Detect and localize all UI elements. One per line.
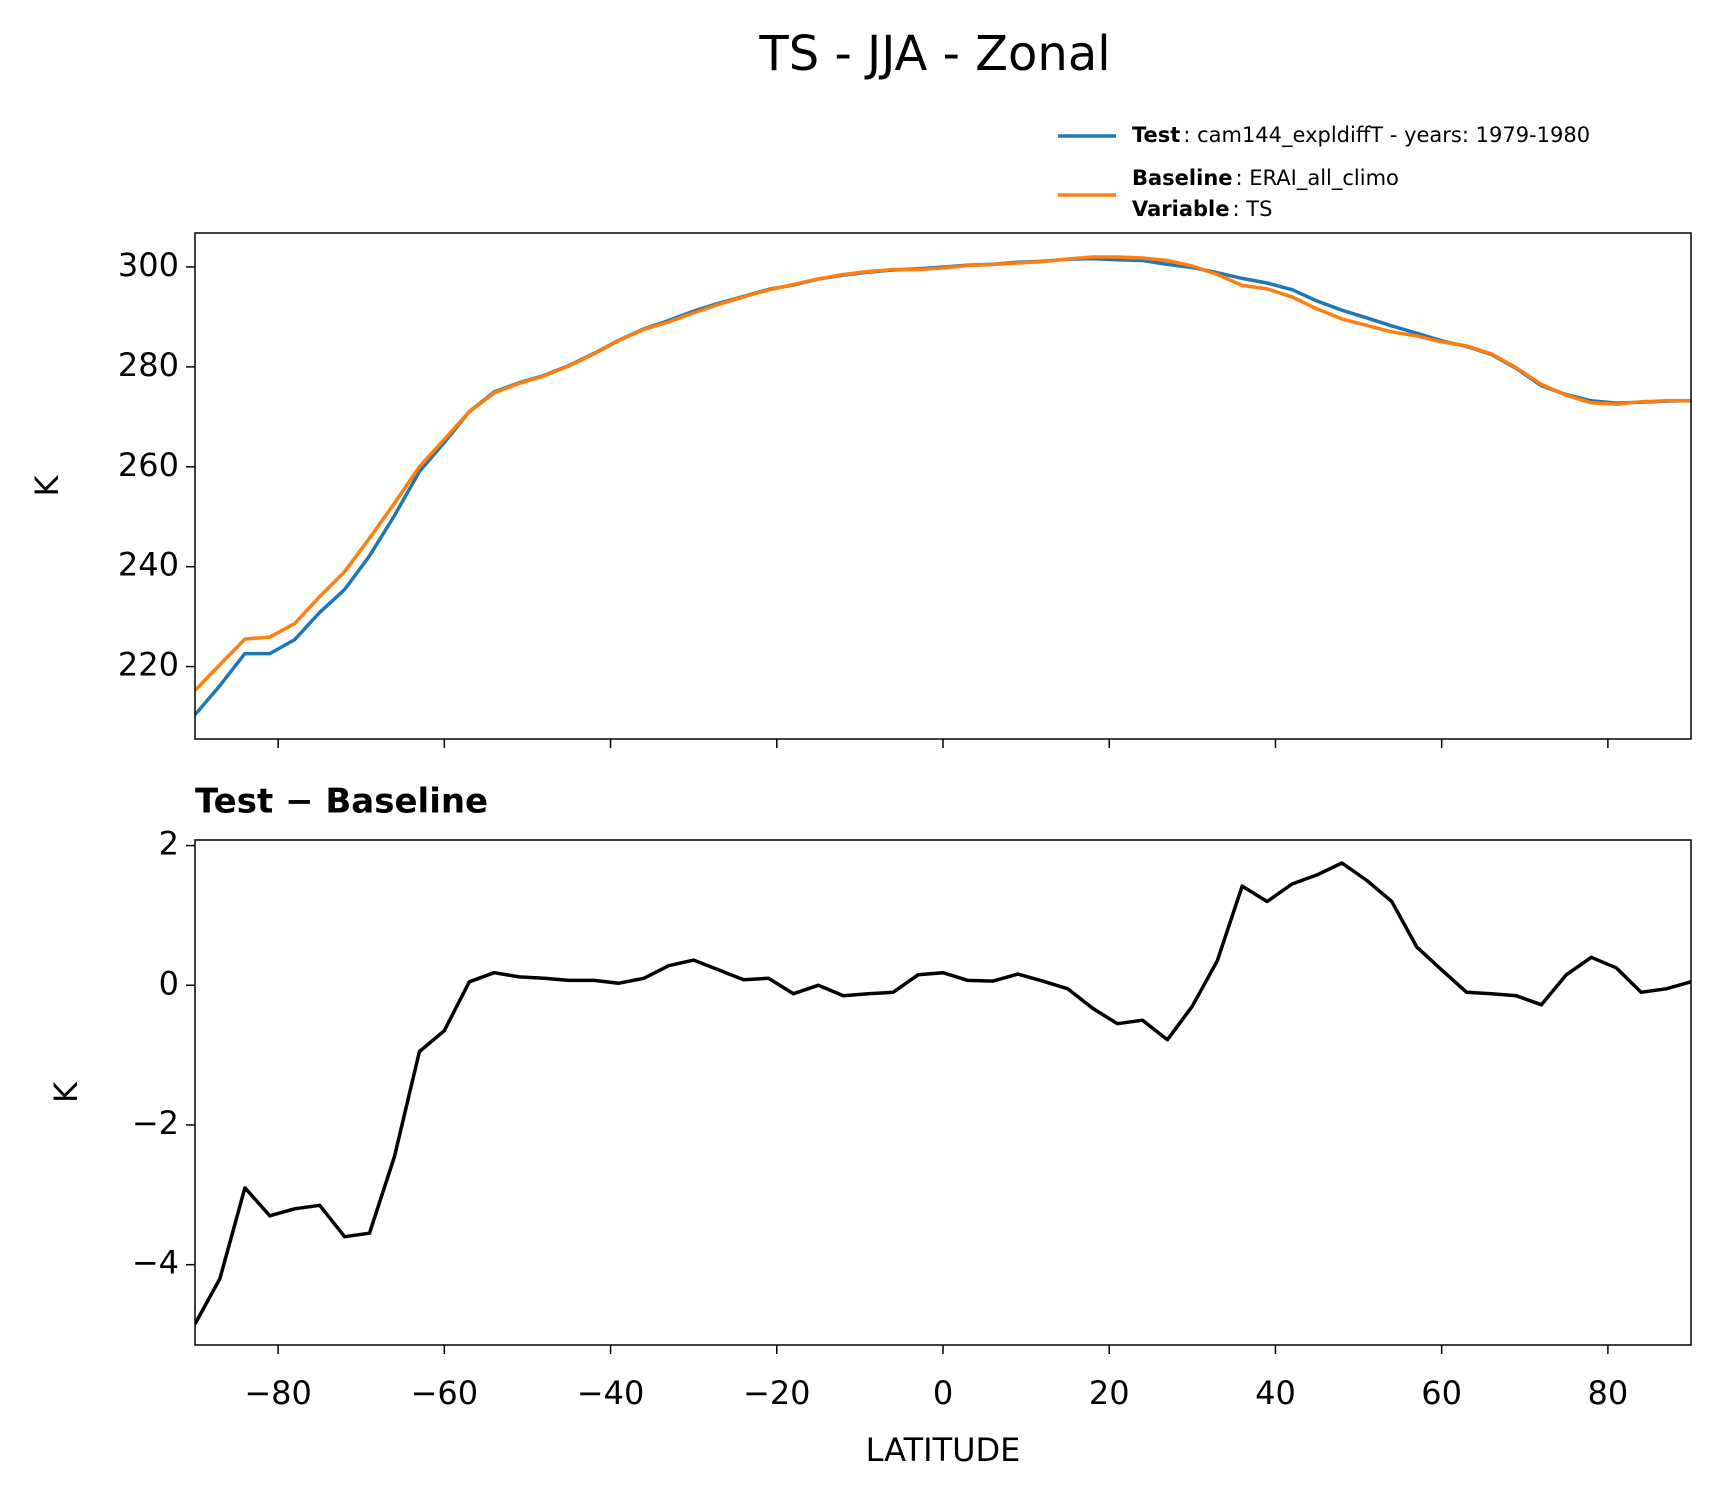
x-tick-label: −60	[411, 1374, 479, 1412]
legend-name: Test	[1132, 123, 1180, 147]
legend-name: Baseline	[1132, 166, 1233, 190]
y-tick-label: 300	[118, 246, 179, 284]
y-tick-label: 240	[118, 546, 179, 584]
subplot-title: Test − Baseline	[195, 782, 488, 822]
legend-text: : cam144_expldiffT - years: 1979-1980	[1183, 123, 1590, 148]
series-line	[195, 256, 1691, 716]
y-tick-label: 0	[159, 964, 179, 1002]
plot-frame	[194, 839, 1692, 1346]
x-tick-label: 0	[933, 1374, 953, 1412]
y-tick-label: −2	[132, 1104, 179, 1142]
x-tick-label: 60	[1421, 1374, 1462, 1412]
legend-text: : ERAI_all_climo	[1236, 166, 1399, 191]
series-line	[195, 861, 1691, 1325]
x-axis-label: LATITUDE	[866, 1431, 1021, 1469]
series-line	[195, 255, 1691, 692]
x-tick-label: 40	[1255, 1374, 1296, 1412]
x-tick-label: −20	[743, 1374, 811, 1412]
legend-text: : TS	[1232, 197, 1272, 221]
y-axis-label: K	[47, 1081, 85, 1103]
x-tick-label: 80	[1588, 1374, 1629, 1412]
legend-name: Variable	[1132, 197, 1229, 221]
x-tick-label: 20	[1089, 1374, 1130, 1412]
x-tick-label: −40	[577, 1374, 645, 1412]
x-tick-label: −80	[244, 1374, 312, 1412]
plot-frame	[194, 232, 1692, 740]
y-axis-label: K	[28, 474, 66, 496]
y-tick-label: 220	[118, 646, 179, 684]
y-tick-label: 280	[118, 346, 179, 384]
y-tick-label: −4	[132, 1244, 179, 1282]
figure-title: TS - JJA - Zonal	[758, 26, 1110, 82]
y-tick-label: 260	[118, 446, 179, 484]
y-tick-label: 2	[159, 825, 179, 863]
